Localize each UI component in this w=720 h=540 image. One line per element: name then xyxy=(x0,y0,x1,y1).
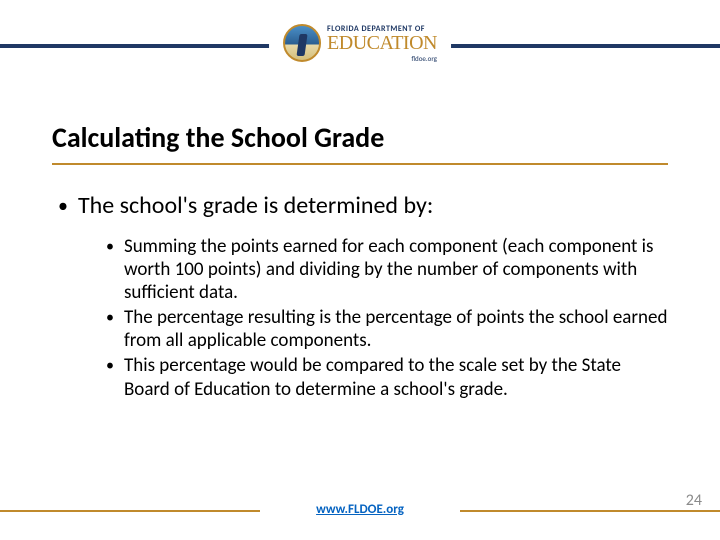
bullet-icon: • xyxy=(106,354,114,400)
bullet-icon: • xyxy=(106,306,114,352)
footer-rule-right xyxy=(460,510,720,512)
slide-title: Calculating the School Grade xyxy=(52,120,668,155)
bullet-level2-list: • Summing the points earned for each com… xyxy=(52,235,668,401)
logo-subtitle: fldoe.org xyxy=(411,55,437,62)
footer-link[interactable]: www.FLDOE.org xyxy=(304,502,416,517)
bullet-icon: • xyxy=(106,235,114,305)
bullet-level2-text: The percentage resulting is the percenta… xyxy=(124,306,668,352)
logo-seal-icon xyxy=(283,24,321,62)
bullet-icon: • xyxy=(58,191,68,221)
bullet-level2-text: This percentage would be compared to the… xyxy=(124,354,668,400)
bullet-level1: • The school's grade is determined by: xyxy=(52,191,668,221)
bullet-level2: • Summing the points earned for each com… xyxy=(106,235,668,305)
bullet-level2: • This percentage would be compared to t… xyxy=(106,354,668,400)
footer-rule-left xyxy=(0,510,260,512)
logo: FLORIDA DEPARTMENT OF EDUCATION fldoe.or… xyxy=(269,24,451,62)
bullet-level2-text: Summing the points earned for each compo… xyxy=(124,235,668,305)
footer: www.FLDOE.org xyxy=(0,498,720,524)
slide-content: Calculating the School Grade • The schoo… xyxy=(0,80,720,401)
logo-main: EDUCATION xyxy=(327,33,437,53)
header: FLORIDA DEPARTMENT OF EDUCATION fldoe.or… xyxy=(0,0,720,80)
title-underline xyxy=(52,163,668,165)
bullet-level2: • The percentage resulting is the percen… xyxy=(106,306,668,352)
bullet-level1-text: The school's grade is determined by: xyxy=(78,191,433,221)
logo-text: FLORIDA DEPARTMENT OF EDUCATION fldoe.or… xyxy=(327,25,437,62)
